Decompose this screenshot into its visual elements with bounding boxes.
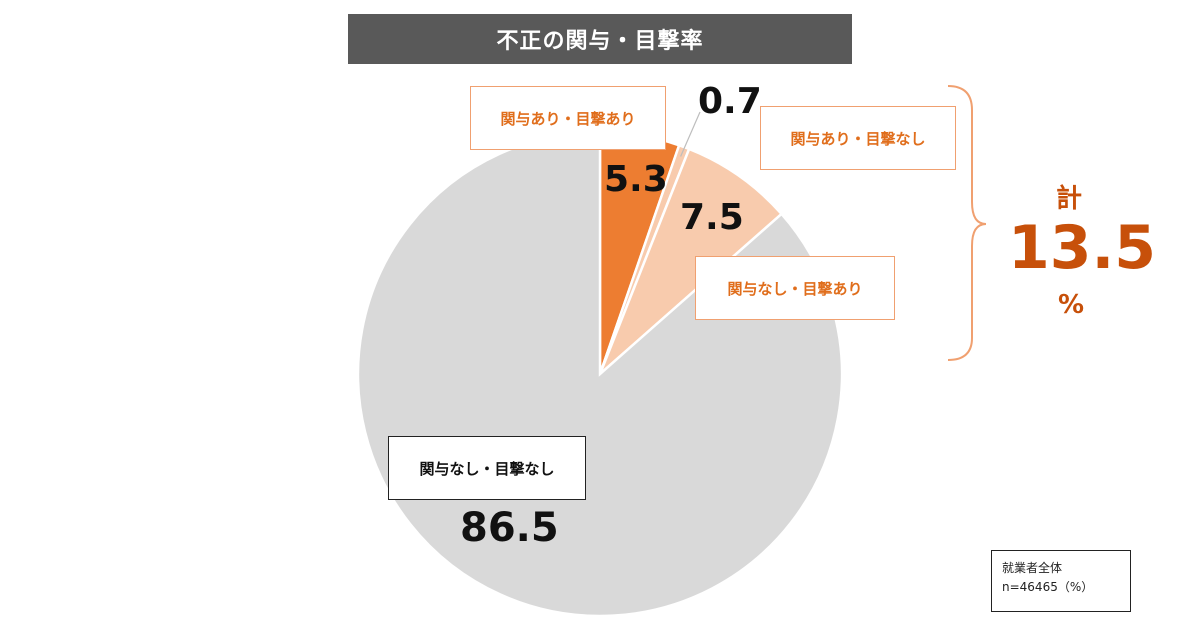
label-box-slice-2: 関与なし・目撃あり	[695, 256, 895, 320]
leader-line	[680, 111, 701, 157]
total-bracket	[947, 85, 987, 361]
total-unit: %	[1058, 290, 1085, 320]
label-box-slice-1: 関与あり・目撃なし	[760, 106, 956, 170]
label-box-slice-3: 関与なし・目撃なし	[388, 436, 586, 500]
label-box-slice-0: 関与あり・目撃あり	[470, 86, 666, 150]
label-slice-2: 関与なし・目撃あり	[727, 279, 863, 298]
chart-title: 不正の関与・目撃率	[348, 14, 852, 64]
total-label: 計	[1056, 184, 1083, 214]
value-slice-0: 5.3	[604, 159, 668, 200]
label-slice-3: 関与なし・目撃なし	[419, 459, 555, 478]
sample-note: 就業者全体 n=46465（%）	[991, 550, 1131, 612]
value-slice-2: 7.5	[680, 197, 744, 238]
value-slice-3: 86.5	[460, 505, 559, 551]
pie-slice-2	[598, 147, 784, 375]
note-line-2: n=46465（%）	[1002, 580, 1094, 594]
label-slice-0: 関与あり・目撃あり	[500, 109, 636, 128]
value-slice-1: 0.7	[698, 81, 762, 122]
label-slice-1: 関与あり・目撃なし	[790, 129, 926, 148]
total-value: 13.5	[1008, 213, 1157, 283]
note-line-1: 就業者全体	[1002, 561, 1063, 575]
